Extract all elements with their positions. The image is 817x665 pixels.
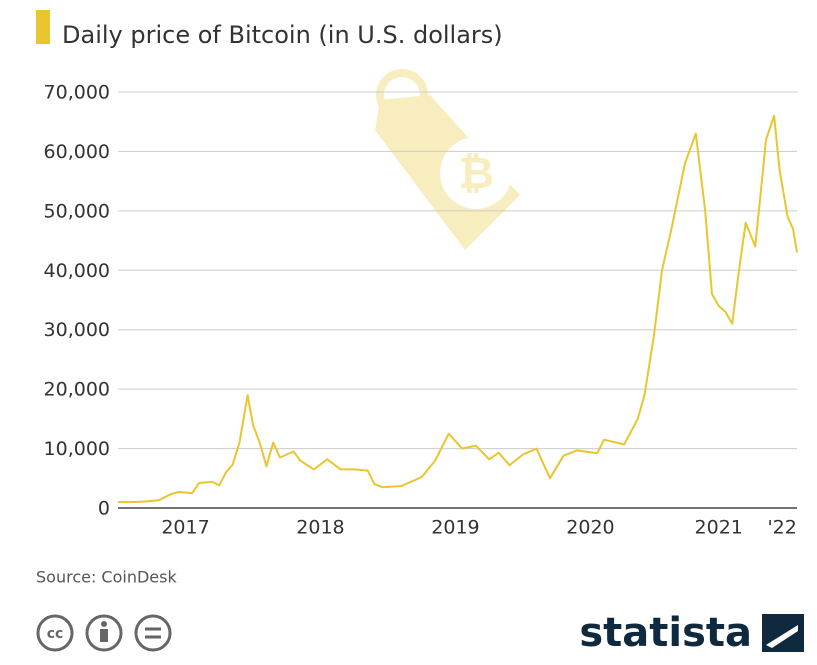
y-tick-label: 60,000 bbox=[44, 141, 110, 163]
x-tick-label: 2019 bbox=[431, 517, 479, 539]
y-tick-label: 70,000 bbox=[44, 82, 110, 104]
y-tick-label: 10,000 bbox=[44, 438, 110, 460]
y-tick-label: 30,000 bbox=[44, 319, 110, 341]
y-tick-label: 40,000 bbox=[44, 260, 110, 282]
y-tick-label: 50,000 bbox=[44, 200, 110, 222]
x-tick-label: '22 bbox=[767, 517, 796, 539]
x-tick-label: 2018 bbox=[296, 517, 344, 539]
y-tick-label: 0 bbox=[98, 498, 110, 520]
chart-title: Daily price of Bitcoin (in U.S. dollars) bbox=[62, 21, 503, 49]
svg-text:cc: cc bbox=[47, 626, 64, 642]
price-line bbox=[118, 114, 798, 504]
title-marker bbox=[36, 10, 50, 44]
brand: statista bbox=[579, 610, 752, 656]
source: Source: CoinDesk bbox=[36, 568, 177, 587]
brand-logo bbox=[762, 614, 804, 652]
x-tick-label: 2020 bbox=[566, 517, 614, 539]
y-tick-label: 20,000 bbox=[44, 379, 110, 401]
license-icons: cc bbox=[36, 614, 172, 652]
x-tick-label: 2021 bbox=[695, 517, 743, 539]
svg-text:₿: ₿ bbox=[458, 148, 494, 199]
x-tick-label: 2017 bbox=[161, 517, 209, 539]
